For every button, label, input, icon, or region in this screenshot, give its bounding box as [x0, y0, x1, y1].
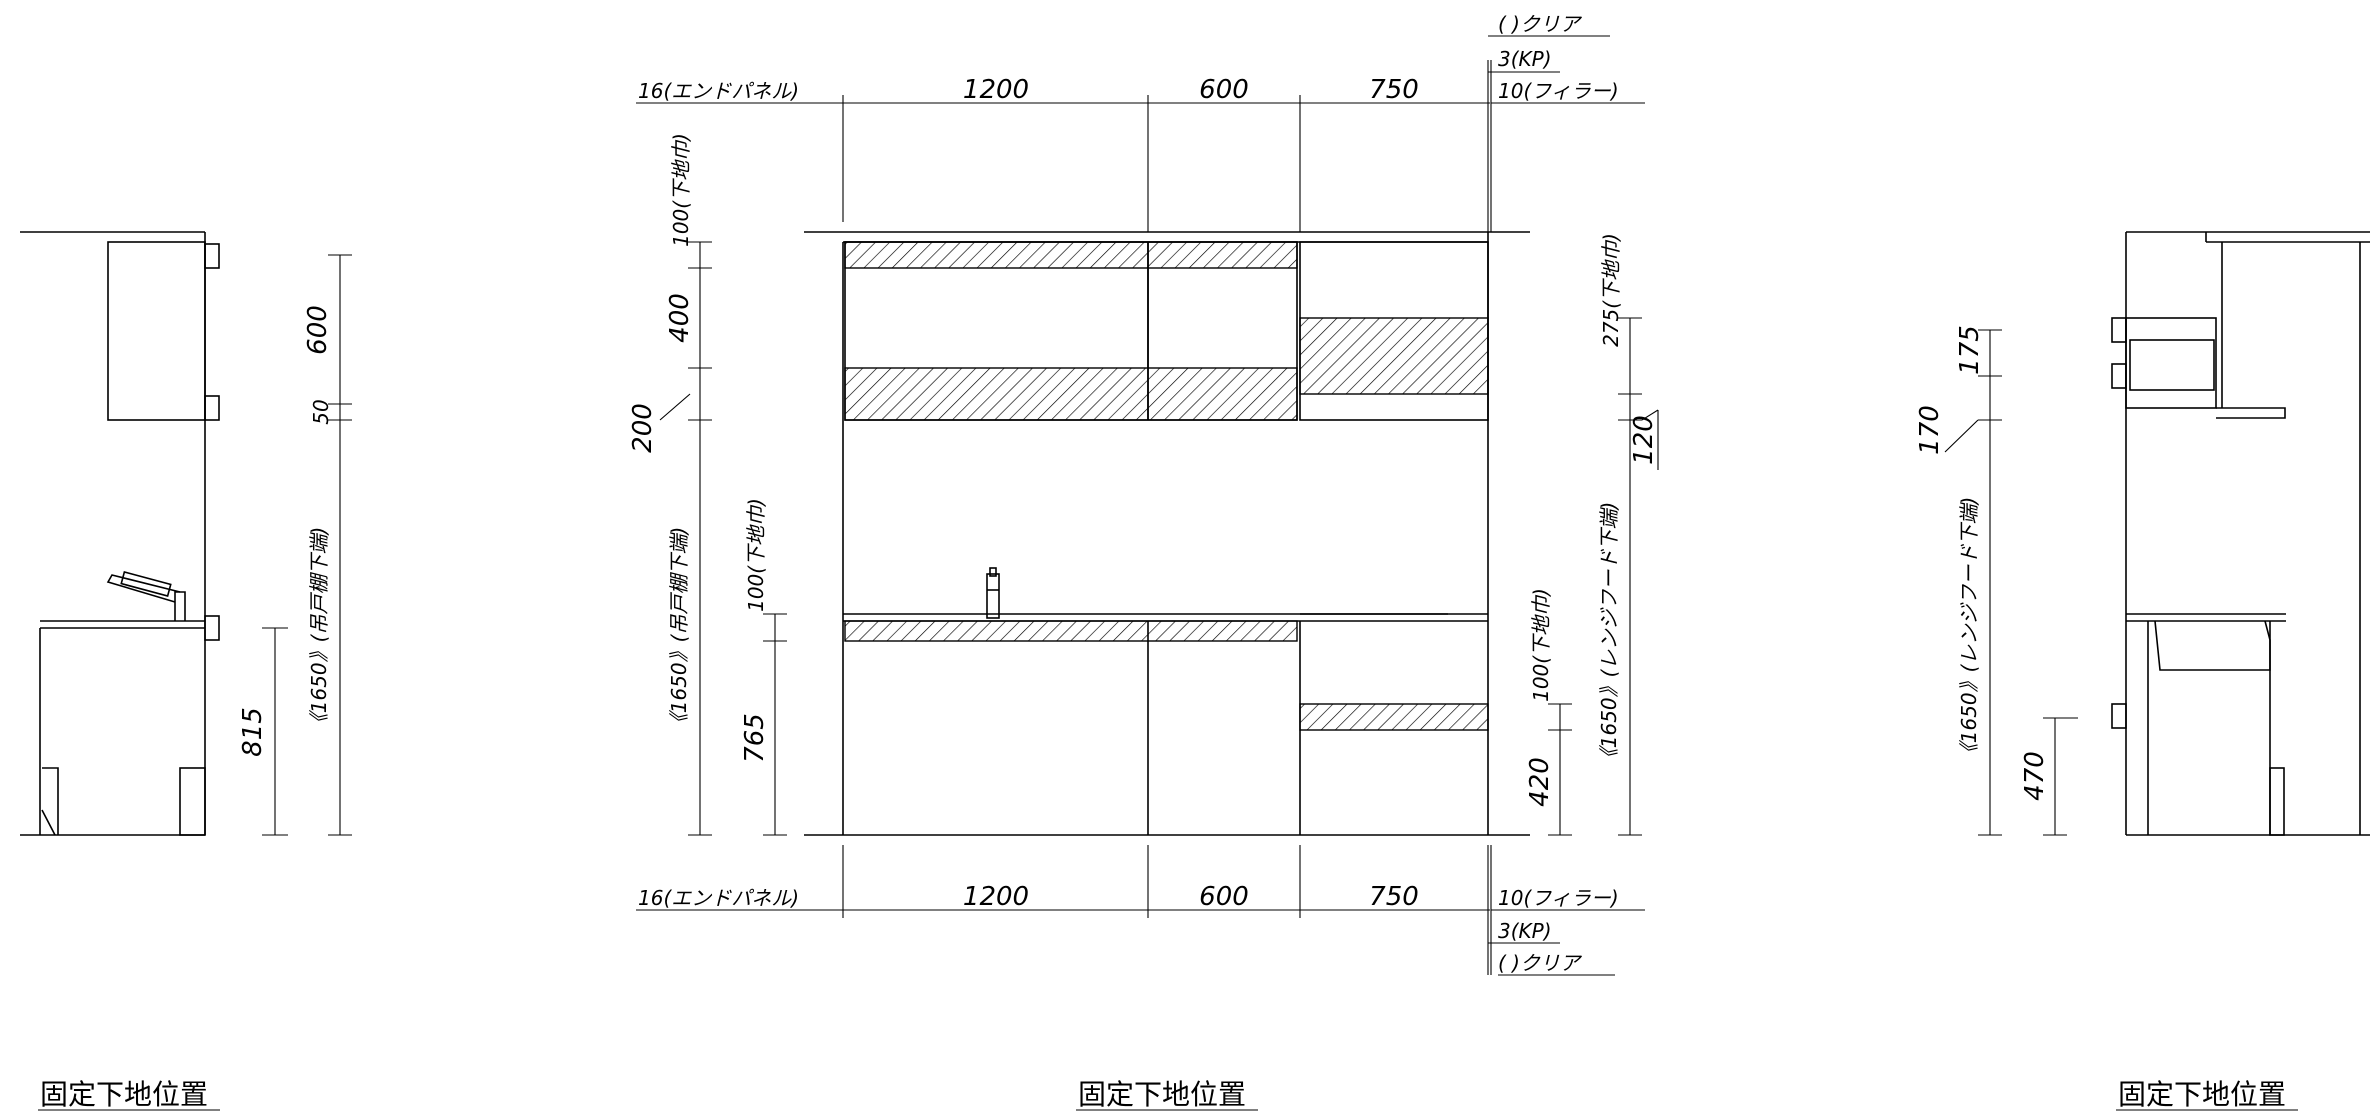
- top-width-600: 600: [1199, 75, 1249, 105]
- right-side-elevation: 175 170 《1650》(レンジフード下端) 470: [1915, 231, 2370, 836]
- bottom-filler-label: 10(フィラー): [1498, 886, 1619, 910]
- top-filler-label: 10(フィラー): [1498, 79, 1619, 103]
- faucet-icon: [986, 567, 1000, 619]
- bottom-clear-label: ( )クリア: [1498, 951, 1583, 975]
- top-width-1200: 1200: [963, 75, 1029, 105]
- left-side-elevation: 600 50 《1650》(吊戸棚下端) 815: [20, 231, 352, 836]
- front-top-backing-label: 100(下地巾): [669, 133, 693, 247]
- right-side-dim-170: 170: [1915, 405, 1945, 455]
- titles: 固定下地位置 固定下地位置 固定下地位置: [38, 1078, 2298, 1111]
- bottom-width-600: 600: [1199, 882, 1249, 912]
- front-hood-height-label: 《1650》(レンジフード下端): [1597, 502, 1621, 769]
- front-dim-420: 420: [1525, 757, 1555, 807]
- left-backing-block-top: [204, 243, 220, 269]
- left-backing-block-mid: [204, 395, 220, 421]
- top-end-panel-label: 16(エンドパネル): [638, 79, 799, 103]
- left-side-dim-50: 50: [309, 399, 333, 424]
- right-side-dim-470: 470: [2020, 751, 2050, 801]
- top-kp-label: 3(KP): [1498, 47, 1552, 71]
- front-counter-backing-label: 100(下地巾): [744, 498, 768, 612]
- backing-band-upper: [844, 241, 1298, 269]
- backing-band-counter: [844, 620, 1298, 642]
- backing-band-base: [1299, 703, 1489, 731]
- bottom-width-1200: 1200: [963, 882, 1029, 912]
- left-backing-block-low: [204, 615, 220, 641]
- right-backing-block-low: [2111, 703, 2127, 729]
- front-dim-400: 400: [665, 293, 695, 343]
- right-backing-block-mid: [2111, 363, 2127, 389]
- front-dim-765: 765: [740, 713, 770, 763]
- top-clear-label: ( )クリア: [1498, 12, 1583, 36]
- top-width-750: 750: [1369, 75, 1419, 105]
- right-backing-block-top: [2111, 317, 2127, 343]
- bottom-kp-label: 3(KP): [1498, 919, 1552, 943]
- right-hood-shelf: [2216, 407, 2286, 419]
- front-elevation: 16(エンドパネル) 1200 600 750 10(フィラー) 3(KP) (…: [628, 12, 1659, 976]
- front-hood-backing-label: 275(下地巾): [1599, 233, 1623, 347]
- right-side-dim-175: 175: [1955, 325, 1985, 375]
- right-side-dim-1650: 《1650》(レンジフード下端): [1957, 497, 1981, 764]
- right-sink-profile: [2154, 620, 2271, 671]
- bottom-width-750: 750: [1369, 882, 1419, 912]
- front-low-backing-label: 100(下地巾): [1529, 588, 1553, 702]
- left-side-dim-1650: 《1650》(吊戸棚下端): [307, 527, 331, 734]
- left-wall-cabinet: [107, 241, 206, 421]
- bottom-end-panel-label: 16(エンドパネル): [638, 886, 799, 910]
- front-wall-height-label: 《1650》(吊戸棚下端): [667, 527, 691, 734]
- front-dim-200: 200: [628, 403, 658, 453]
- front-dim-120: 120: [1629, 415, 1659, 465]
- center-title: 固定下地位置: [1078, 1078, 1246, 1111]
- backing-band-wall-lower: [844, 367, 1298, 421]
- backing-band-hood: [1299, 317, 1489, 395]
- left-plinth: [41, 767, 59, 836]
- left-side-dim-815: 815: [238, 707, 268, 757]
- right-hood-profile: [2125, 317, 2217, 409]
- left-side-dim-600: 600: [303, 305, 333, 355]
- left-title: 固定下地位置: [40, 1078, 208, 1111]
- right-title: 固定下地位置: [2118, 1078, 2286, 1111]
- left-faucet-icon: [106, 571, 186, 621]
